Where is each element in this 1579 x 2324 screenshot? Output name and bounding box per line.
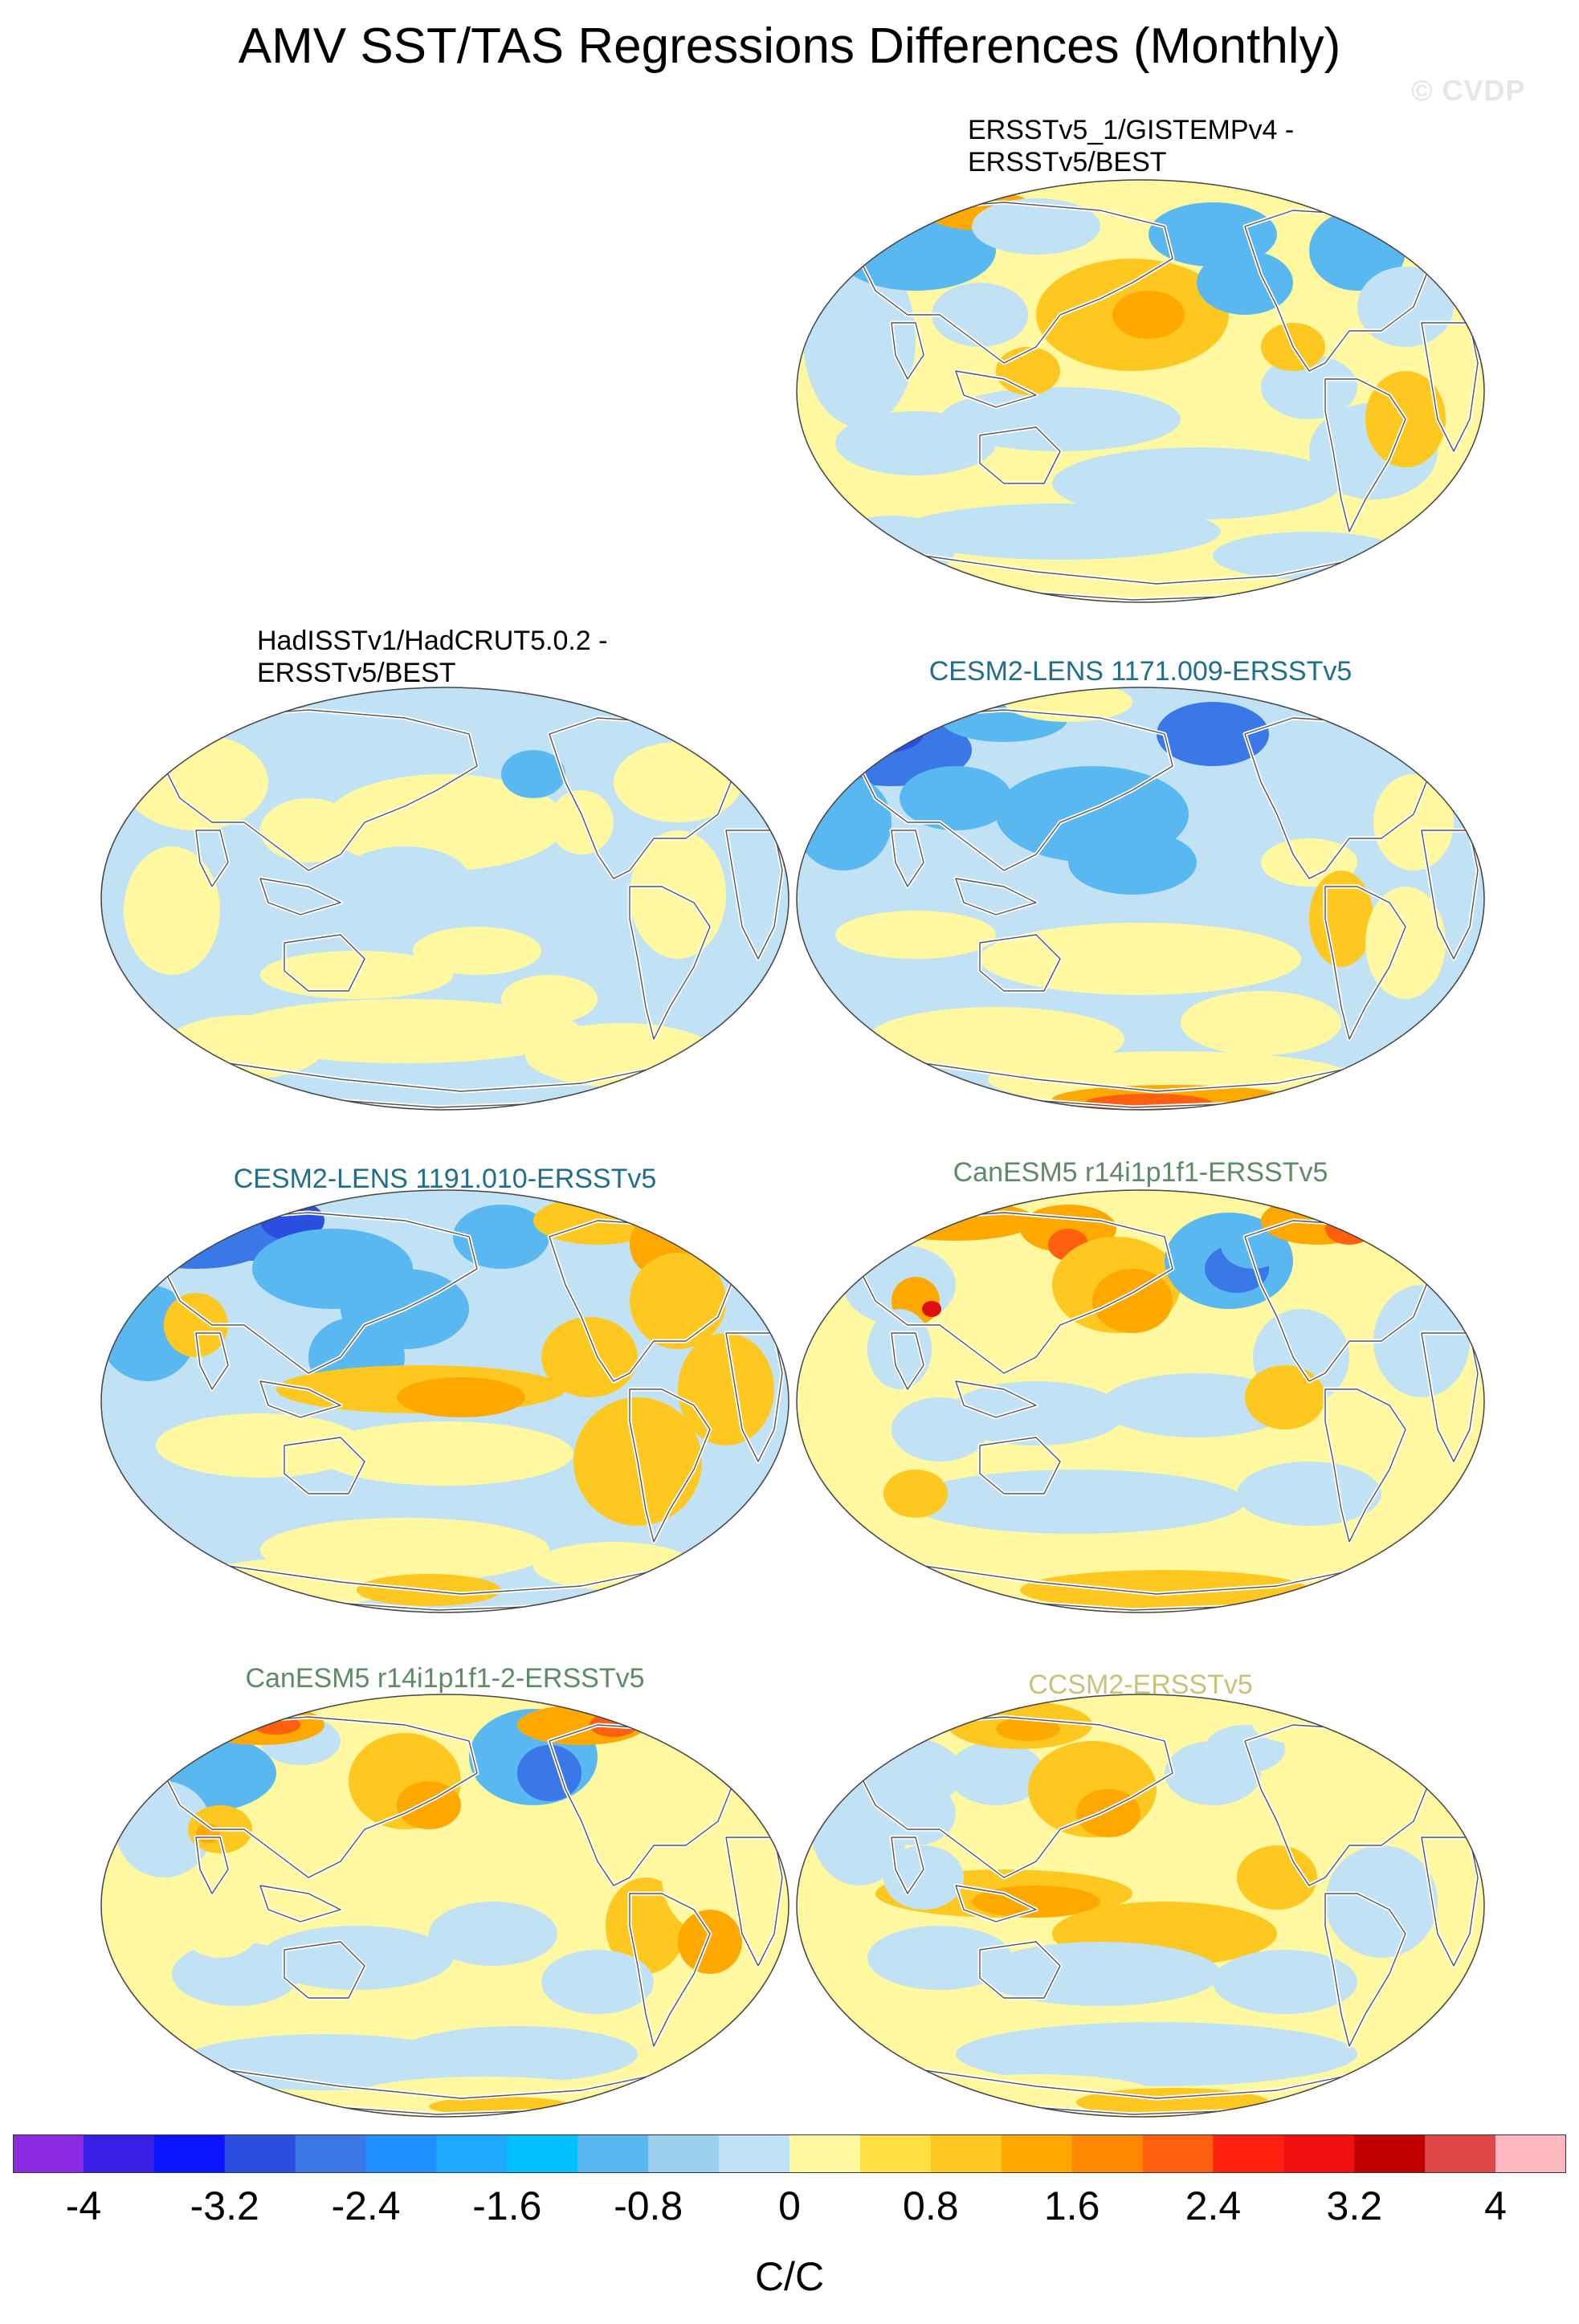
colorbar-swatch [365,2134,437,2173]
map-border [796,687,1485,1111]
panel-title-5-text: CanESM5 r14i1p1f1-ERSSTv5 [953,1157,1328,1188]
colorbar-swatch [507,2134,578,2173]
panel-title-2-line1: HadISSTv1/HadCRUT5.0.2 - [257,626,608,656]
anomaly-field [797,1190,1484,1613]
map-border [796,179,1485,603]
colorbar-border [13,2134,1566,2173]
colorbar-units: C/C [754,2254,825,2299]
colorbar-swatch [790,2134,861,2173]
colorbar-swatch [719,2134,790,2173]
colorbar-swatch [1001,2134,1073,2173]
map-panel-6 [100,1694,790,2118]
colorbar-swatch [859,2134,932,2173]
colorbar-tick-label: 4 [1484,2183,1507,2228]
map-panel-2 [100,687,790,1111]
colorbar-swatch [1354,2134,1426,2173]
colorbar-swatch [1425,2134,1496,2173]
panel-title-5: CanESM5 r14i1p1f1-ERSSTv5 [795,1156,1486,1189]
map-border [796,1694,1485,2118]
panel-title-6: CanESM5 r14i1p1f1-2-ERSSTv5 [100,1662,790,1694]
panel-title-4: CESM2-LENS 1191.010-ERSSTv5 [100,1163,790,1195]
map-panel-3 [796,687,1485,1111]
colorbar-swatch [436,2134,508,2173]
colorbar-swatch [648,2134,720,2173]
colorbar-swatch [13,2134,84,2173]
colorbar-swatch [295,2134,367,2173]
panel-title-3: CESM2-LENS 1171.009-ERSSTv5 [795,655,1486,687]
colorbar-tick-label: -2.4 [331,2183,401,2228]
colorbar-tick-label: -3.2 [190,2183,259,2228]
panel-title-6-text: CanESM5 r14i1p1f1-2-ERSSTv5 [245,1663,645,1694]
cvdp-watermark: © CVDP [1411,74,1526,107]
anomaly-field [101,1190,789,1613]
colorbar [13,2134,1566,2173]
panel-title-1: ERSSTv5_1/GISTEMPv4 - ERSSTv5/BEST [968,114,1294,178]
map-panel-5 [796,1189,1485,1613]
panel-title-1-line2: ERSSTv5/BEST [968,147,1167,177]
colorbar-swatch [83,2134,155,2173]
panel-title-2: HadISSTv1/HadCRUT5.0.2 - ERSSTv5/BEST [257,625,608,689]
map-border [100,1694,790,2118]
colorbar-tick-label: 1.6 [1043,2183,1100,2228]
map-border [100,687,790,1111]
colorbar-swatch [930,2134,1002,2173]
panel-title-4-text: CESM2-LENS 1191.010-ERSSTv5 [233,1164,657,1194]
panel-title-1-line1: ERSSTv5_1/GISTEMPv4 - [968,115,1295,145]
colorbar-swatch [1142,2134,1214,2173]
colorbar-swatch [224,2134,296,2173]
colorbar-tick-label: -4 [65,2183,102,2228]
colorbar-tick-label: 2.4 [1185,2183,1242,2228]
colorbar-swatch [1213,2134,1284,2173]
colorbar-swatch [1071,2134,1144,2173]
colorbar-swatch [1495,2134,1566,2173]
colorbar-tick-label: -1.6 [472,2183,542,2228]
map-border [796,1189,1485,1613]
colorbar-swatch [1283,2134,1355,2173]
map-panel-7 [796,1694,1485,2118]
panel-title-2-line2: ERSSTv5/BEST [257,658,456,688]
colorbar-swatch [153,2134,226,2173]
main-title: AMV SST/TAS Regressions Differences (Mon… [238,18,1341,74]
colorbar-tick-label: 0 [778,2183,801,2228]
colorbar-tick-label: 3.2 [1326,2183,1383,2228]
map-border [100,1189,790,1613]
map-panel-1 [796,179,1485,603]
map-panel-4 [100,1189,790,1613]
colorbar-tick-label: -0.8 [614,2183,683,2228]
anomaly-field [797,687,1484,1110]
panel-title-3-text: CESM2-LENS 1171.009-ERSSTv5 [928,656,1353,687]
colorbar-tick-label: 0.8 [903,2183,959,2228]
colorbar-swatch [577,2134,649,2173]
